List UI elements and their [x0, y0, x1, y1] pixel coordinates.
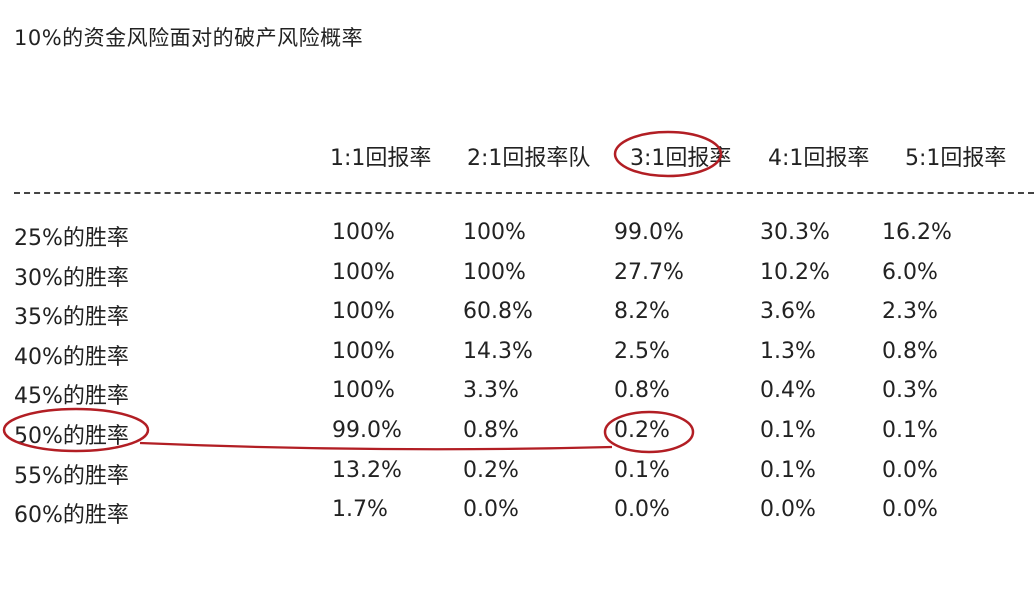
- table-cell: 100%: [463, 220, 526, 245]
- table-cell: 8.2%: [614, 299, 670, 325]
- table-cell: 2.5%: [614, 338, 670, 364]
- row-label: 45%的胜率: [14, 384, 129, 410]
- header-divider: [14, 192, 1034, 194]
- table-cell: 100%: [463, 259, 526, 285]
- table-cell: 16.2%: [882, 220, 952, 245]
- table-cell: 0.8%: [463, 418, 519, 443]
- table-cell: 3.6%: [760, 299, 816, 325]
- table-cell: 0.3%: [882, 378, 938, 404]
- table-cell: 0.1%: [882, 418, 938, 443]
- column-header-3: 3:1回报率: [630, 146, 732, 171]
- table-cell: 0.8%: [614, 378, 670, 404]
- table-cell: 6.0%: [882, 259, 938, 285]
- table-cell: 14.3%: [463, 338, 533, 364]
- table-cell: 3.3%: [463, 378, 519, 404]
- table-cell: 0.1%: [614, 457, 670, 483]
- row-label: 25%的胜率: [14, 226, 129, 251]
- table-cell: 60.8%: [463, 299, 533, 325]
- table-cell: 99.0%: [614, 220, 684, 245]
- table-cell: 100%: [332, 378, 395, 404]
- table-cell: 10.2%: [760, 259, 830, 285]
- row-label: 35%的胜率: [14, 305, 129, 331]
- table-title: 10%的资金风险面对的破产风险概率: [14, 26, 364, 50]
- table-cell: 27.7%: [614, 259, 684, 285]
- table-cell: 1.3%: [760, 338, 816, 364]
- table-cell: 0.0%: [760, 497, 816, 523]
- connector-line: [139, 441, 613, 451]
- column-header-4: 4:1回报率: [768, 146, 870, 171]
- row-label: 40%的胜率: [14, 344, 129, 370]
- table-cell: 2.3%: [882, 299, 938, 325]
- row-label: 55%的胜率: [14, 463, 129, 489]
- table-cell: 100%: [332, 299, 395, 325]
- table-cell: 0.4%: [760, 378, 816, 404]
- row-label: 30%的胜率: [14, 265, 129, 291]
- table-cell: 0.0%: [882, 497, 938, 523]
- table-cell: 100%: [332, 259, 395, 285]
- table-cell: 0.2%: [614, 418, 670, 443]
- table-cell: 0.0%: [463, 497, 519, 523]
- table-cell: 0.1%: [760, 457, 816, 483]
- column-header-1: 1:1回报率: [330, 146, 432, 171]
- table-cell: 0.0%: [882, 457, 938, 483]
- table-cell: 100%: [332, 338, 395, 364]
- table-cell: 99.0%: [332, 418, 402, 443]
- table-cell: 13.2%: [332, 457, 402, 483]
- table-cell: 100%: [332, 220, 395, 245]
- table-cell: 0.1%: [760, 418, 816, 443]
- row-label: 50%的胜率: [14, 424, 129, 449]
- table-cell: 30.3%: [760, 220, 830, 245]
- table-cell: 1.7%: [332, 497, 388, 523]
- row-label: 60%的胜率: [14, 503, 129, 529]
- table-cell: 0.8%: [882, 338, 938, 364]
- column-header-5: 5:1回报率: [905, 146, 1007, 171]
- table-cell: 0.2%: [463, 457, 519, 483]
- table-cell: 0.0%: [614, 497, 670, 523]
- column-header-2: 2:1回报率队: [467, 146, 591, 171]
